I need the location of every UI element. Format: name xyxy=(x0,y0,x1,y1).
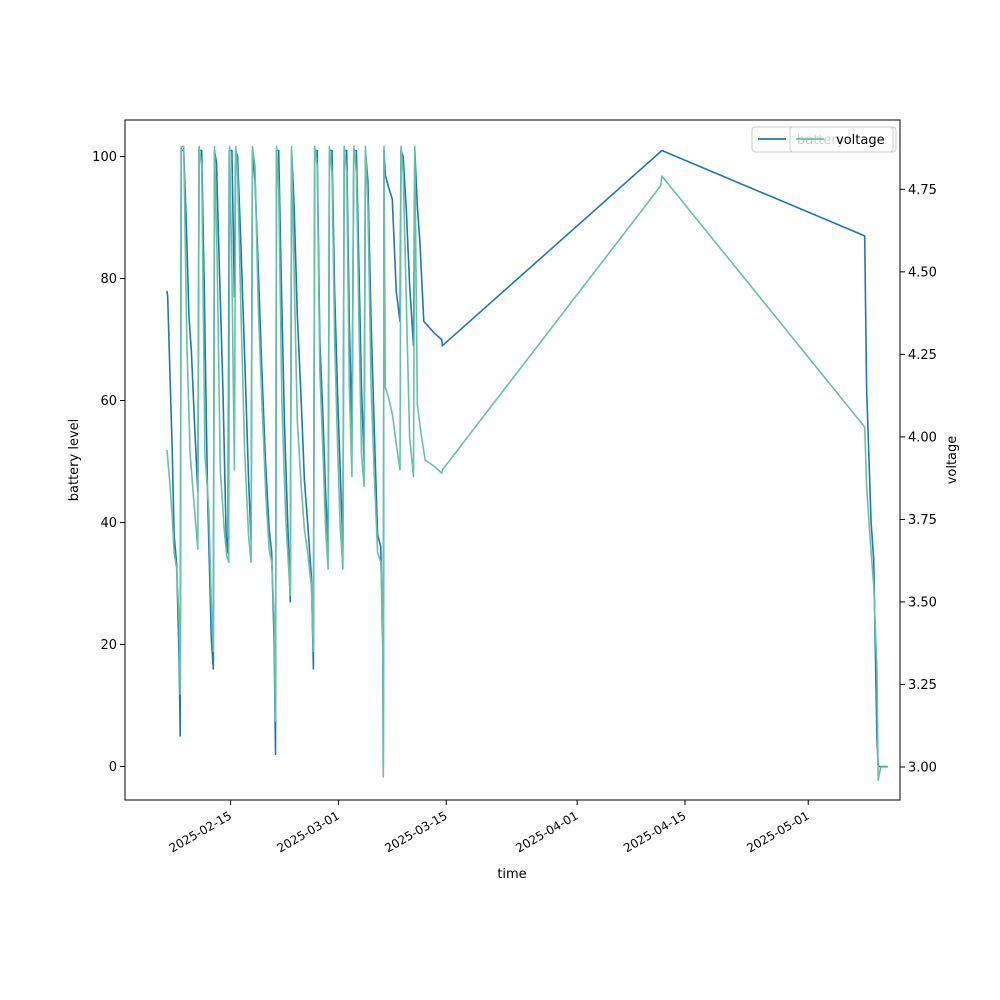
y-axis-left: 0 20 40 60 80 100 xyxy=(92,150,125,775)
y-left-tick-label: 80 xyxy=(100,272,117,287)
y-right-tick-label: 4.25 xyxy=(908,348,937,363)
series-layer xyxy=(166,145,888,781)
y-right-tick-label: 3.25 xyxy=(908,678,937,693)
plot-frame xyxy=(124,119,901,801)
x-axis-label: time xyxy=(497,867,526,882)
y-axis-right: 3.00 3.25 3.50 3.75 4.00 4.25 4.50 4.75 xyxy=(900,183,937,775)
y-right-tick-label: 3.50 xyxy=(908,595,937,610)
y-right-tick-label: 4.50 xyxy=(908,265,937,280)
y-right-tick-label: 3.75 xyxy=(908,513,937,528)
y-left-tick-label: 60 xyxy=(100,394,117,409)
y-left-tick-label: 40 xyxy=(100,516,117,531)
y-right-tick-label: 4.00 xyxy=(908,430,937,445)
y-left-tick-label: 100 xyxy=(92,150,117,165)
legend-voltage-frame xyxy=(789,126,894,153)
y-right-tick-label: 3.00 xyxy=(908,760,937,775)
y-axis-left-label: battery level xyxy=(67,419,82,502)
y-left-tick-label: 20 xyxy=(100,638,117,653)
legend-voltage-label: voltage xyxy=(836,133,885,148)
y-left-tick-label: 0 xyxy=(109,760,117,775)
y-right-tick-label: 4.75 xyxy=(908,183,937,198)
legend-voltage: voltage xyxy=(789,126,894,153)
y-axis-right-label: voltage xyxy=(945,436,960,485)
series-line-voltage xyxy=(166,145,888,781)
